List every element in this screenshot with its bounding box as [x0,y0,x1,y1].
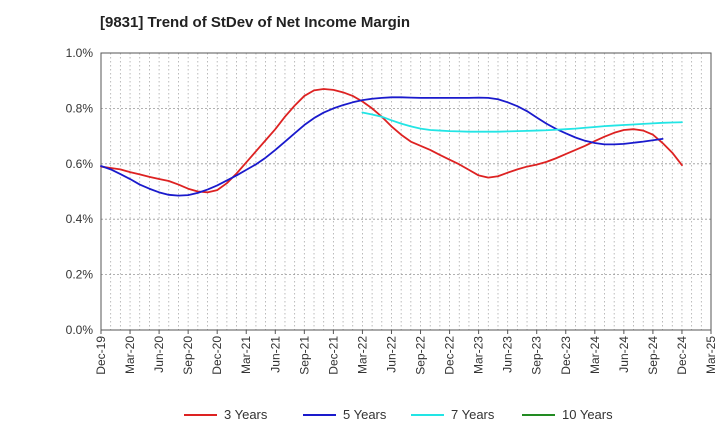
x-tick-label: Mar-24 [588,336,602,374]
plot-area [101,53,711,330]
y-tick-label: 0.8% [66,101,94,115]
series-line-5-years [100,96,664,197]
y-tick-label: 0.0% [66,323,94,337]
y-tick-label: 0.4% [66,212,94,226]
chart-title: [9831] Trend of StDev of Net Income Marg… [100,14,411,31]
x-tick-label: Dec-19 [94,336,108,375]
legend-label-7-years: 7 Years [451,407,495,422]
x-tick-label: Mar-23 [472,336,486,374]
x-tick-label: Dec-20 [210,336,224,375]
x-tick-label: Sep-21 [297,336,311,375]
x-tick-label: Mar-21 [239,336,253,374]
x-tick-label: Dec-22 [443,336,457,375]
x-tick-label: Jun-20 [152,336,166,373]
x-tick-label: Mar-22 [355,336,369,374]
x-tick-label: Sep-22 [414,336,428,375]
x-tick-label: Dec-23 [559,336,573,375]
y-tick-label: 0.2% [66,268,94,282]
legend-label-3-years: 3 Years [224,407,268,422]
y-tick-label: 0.6% [66,157,94,171]
x-tick-label: Mar-20 [123,336,137,374]
x-tick-label: Sep-24 [646,336,660,375]
x-tick-label: Jun-23 [501,336,515,373]
x-tick-label: Jun-21 [268,336,282,373]
x-tick-label: Sep-20 [181,336,195,375]
x-tick-label: Mar-25 [704,336,718,374]
series-line-3-years [100,88,683,194]
plot-border [100,52,712,331]
x-tick-label: Sep-23 [530,336,544,375]
legend-label-5-years: 5 Years [343,407,387,422]
legend-label-10-years: 10 Years [562,407,613,422]
series-line-7-years [361,111,683,133]
x-tick-label: Jun-24 [617,336,631,373]
x-tick-label: Dec-24 [675,336,689,375]
x-tick-label: Dec-21 [326,336,340,375]
x-tick-label: Jun-22 [384,336,398,373]
y-tick-label: 1.0% [66,46,94,60]
